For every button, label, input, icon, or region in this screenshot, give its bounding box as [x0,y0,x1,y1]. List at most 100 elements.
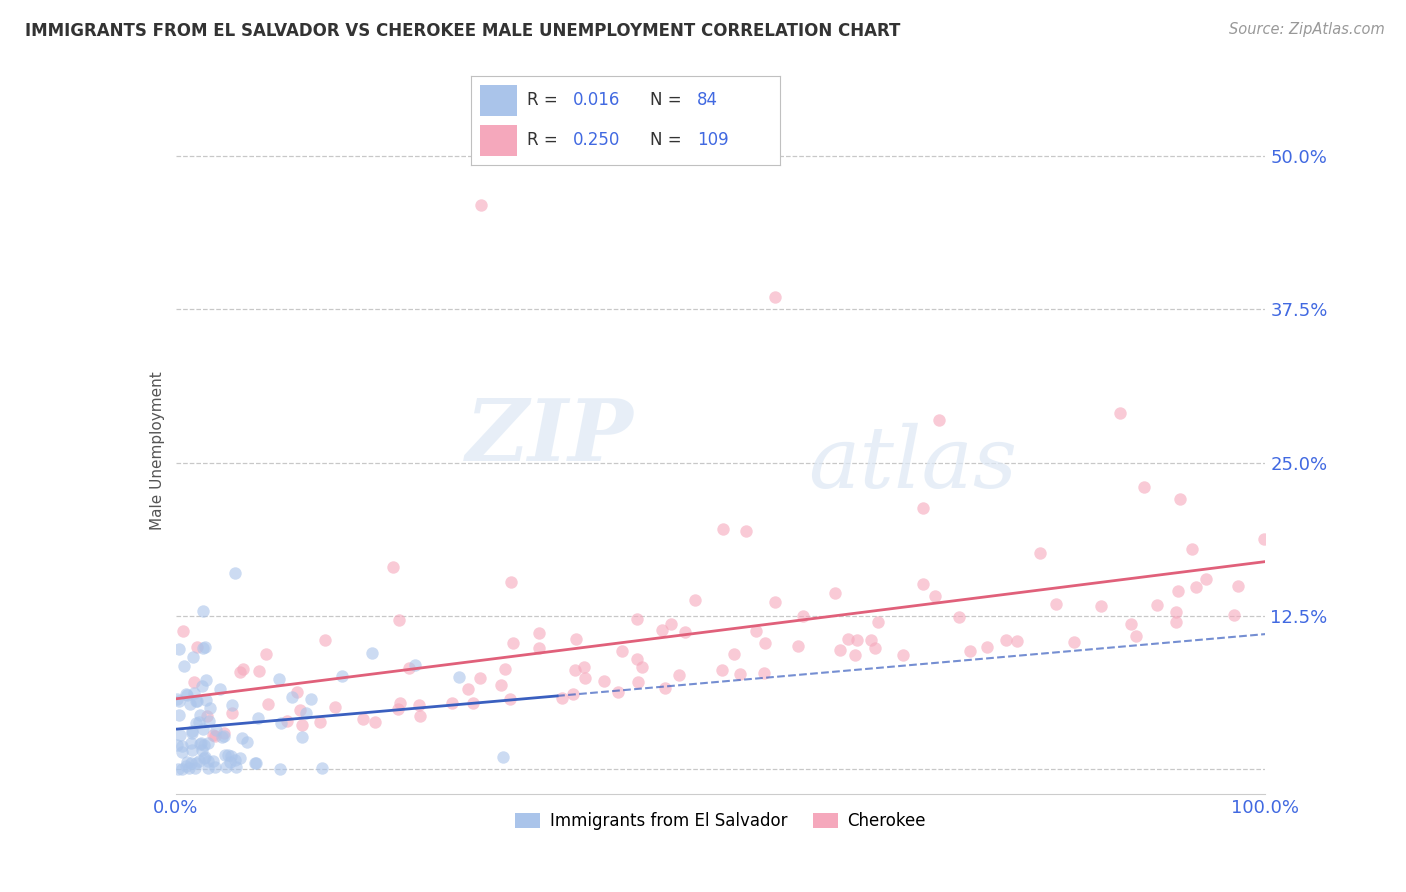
Point [1063,634,1085,648]
Point [197,761,219,775]
Point [269,762,291,776]
Point [195,693,218,707]
Point [1164,605,1187,619]
Point [191,641,214,656]
Point [167,642,190,657]
Point [191,743,214,757]
Point [593,673,616,688]
Point [281,690,304,705]
Point [214,748,236,763]
Point [1223,608,1246,623]
Point [170,745,193,759]
Point [562,687,585,701]
Text: 109: 109 [697,131,728,149]
Point [183,686,205,700]
Text: R =: R = [527,131,562,149]
Point [461,696,484,710]
Point [172,624,194,639]
Point [610,644,633,658]
Point [198,714,221,728]
Point [191,604,214,618]
Point [246,711,269,725]
Point [1185,580,1208,594]
Point [215,760,238,774]
Bar [481,125,517,156]
Point [527,641,550,656]
Point [891,648,914,663]
Point [208,682,231,697]
Point [221,698,243,712]
Point [232,661,254,675]
Point [200,701,222,715]
Point [387,702,409,716]
Point [754,636,776,650]
Point [1195,572,1218,586]
Point [184,694,207,708]
Point [243,756,266,771]
Point [231,731,253,745]
Point [468,672,491,686]
Point [256,698,278,712]
Point [212,729,235,743]
Point [188,715,211,730]
Point [291,717,314,731]
Point [188,707,211,722]
Point [447,670,470,684]
Point [167,762,190,776]
Point [224,566,246,581]
Point [668,668,690,682]
Point [167,708,190,723]
Point [186,640,208,654]
Point [180,743,202,757]
Point [180,736,202,750]
Point [295,706,318,721]
Point [502,636,524,650]
Point [928,413,950,427]
Point [976,640,998,654]
Point [314,632,336,647]
Point [398,661,420,675]
Point [173,659,195,673]
Point [360,646,382,660]
Point [288,703,311,717]
Point [204,723,226,737]
Point [382,559,405,574]
Point [197,755,219,769]
Point [1108,406,1130,420]
Point [183,761,205,775]
Point [194,673,217,687]
Point [212,726,235,740]
Point [574,671,596,685]
Point [224,753,246,767]
Point [270,716,292,731]
Legend: Immigrants from El Salvador, Cherokee: Immigrants from El Salvador, Cherokee [509,805,932,837]
Point [174,687,197,701]
Point [948,610,970,624]
Point [1119,616,1142,631]
Point [195,708,218,723]
Point [285,684,308,698]
Point [837,632,859,646]
Point [235,734,257,748]
Point [607,685,630,699]
Point [193,722,215,736]
Point [217,748,239,763]
Point [184,716,207,731]
Point [197,736,219,750]
Point [169,728,191,742]
Text: 0.016: 0.016 [574,91,620,109]
Point [191,679,214,693]
Point [1253,532,1275,546]
Point [183,674,205,689]
Point [188,755,211,769]
Point [405,658,427,673]
Point [675,624,697,639]
Point [501,575,523,590]
Point [457,682,479,697]
Point [745,624,768,639]
Point [654,681,676,695]
Point [172,762,194,776]
Point [308,715,330,730]
Point [763,595,786,609]
Point [494,662,516,676]
